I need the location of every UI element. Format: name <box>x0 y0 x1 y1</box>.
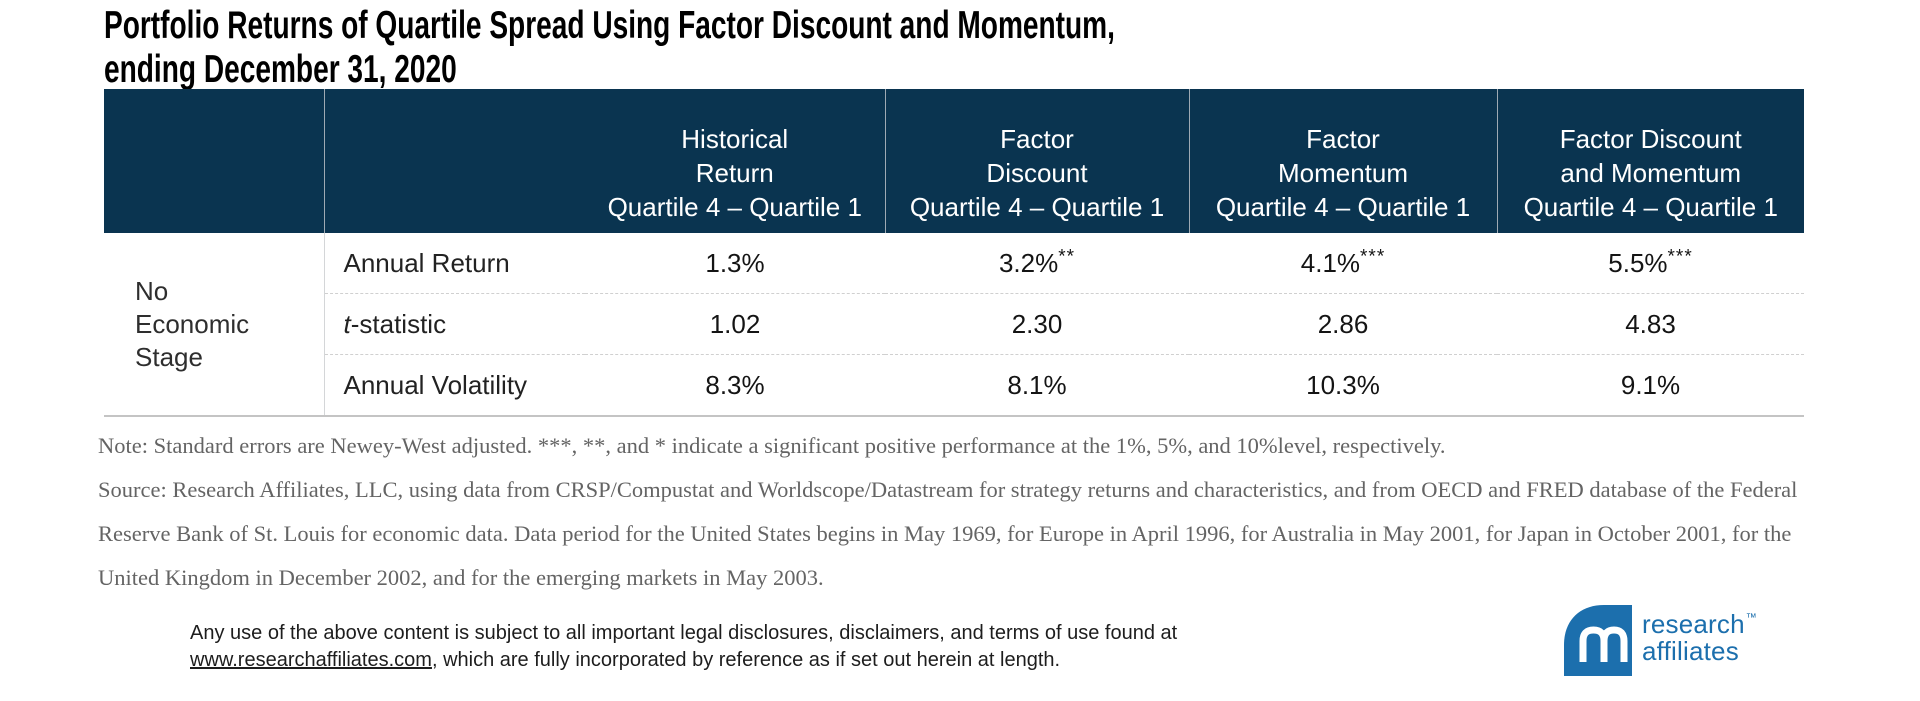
value-cell: 1.3% <box>585 233 885 294</box>
legal-disclaimer: Any use of the above content is subject … <box>190 620 1177 674</box>
exhibit-title-line2: ending December 31, 2020 <box>104 48 457 91</box>
value-text: 4.83 <box>1625 308 1676 339</box>
legal-text-after-link: , which are fully incorporated by refere… <box>431 649 1061 671</box>
row-group-label: No Economic Stage <box>104 233 324 417</box>
research-affiliates-logo: research™ affiliates <box>1563 604 1757 677</box>
value-text: 2.86 <box>1317 308 1369 339</box>
value-cell: 4.1%*** <box>1189 233 1497 294</box>
metric-label-italic-part: t <box>343 308 351 339</box>
legal-text-before-link: Any use of the above content is subject … <box>190 622 1178 644</box>
returns-table: Historical Return Quartile 4 – Quartile … <box>104 89 1804 417</box>
metric-label-annual-volatility: Annual Volatility <box>323 354 585 417</box>
value-cell: 4.83 <box>1497 293 1804 355</box>
significance-stars: ** <box>1058 245 1076 267</box>
column-subtitle: Quartile 4 – Quartile 1 <box>1215 192 1471 222</box>
header-cell-factor-discount-and-momentum: Factor Discount and Momentum Quartile 4 … <box>1496 89 1804 233</box>
value-text: 1.02 <box>709 308 761 339</box>
column-title: Momentum <box>1277 158 1409 188</box>
metric-label-text: -statistic <box>350 308 447 339</box>
metric-label-t-statistic: t-statistic <box>323 293 585 355</box>
value-text: 8.1% <box>1007 369 1067 400</box>
logo-word-affiliates: affiliates <box>1642 636 1739 666</box>
header-cell-factor-momentum: Factor Momentum Quartile 4 – Quartile 1 <box>1188 89 1497 233</box>
value-cell: 2.30 <box>885 293 1189 355</box>
metric-label-text: Annual Volatility <box>343 369 528 400</box>
column-title: and Momentum <box>1560 158 1742 188</box>
value-cell: 9.1% <box>1497 354 1804 417</box>
column-subtitle: Quartile 4 – Quartile 1 <box>909 192 1165 222</box>
value-text: 9.1% <box>1620 369 1681 400</box>
footnotes: Note: Standard errors are Newey-West adj… <box>98 424 1822 600</box>
header-cell-historical-return: Historical Return Quartile 4 – Quartile … <box>585 89 885 233</box>
column-title: Discount <box>986 158 1088 188</box>
column-title: Factor Discount <box>1559 124 1742 154</box>
table-row-annual-return: No Economic Stage Annual Return 1.3% 3.2… <box>104 233 1804 417</box>
header-cell-empty-group <box>104 89 324 233</box>
trademark-symbol: ™ <box>1745 612 1757 624</box>
value-text: 1.3% <box>705 247 765 278</box>
value-cell: 2.86 <box>1189 293 1497 355</box>
value-cell: 8.3% <box>585 354 885 417</box>
value-text: 4.1% <box>1300 247 1361 278</box>
research-affiliates-logo-icon <box>1564 605 1632 676</box>
value-text: 8.3% <box>705 369 765 400</box>
column-title: Historical <box>681 124 789 154</box>
column-title: Factor <box>1306 124 1380 154</box>
value-text: 2.30 <box>1011 308 1063 339</box>
column-title: Factor <box>1000 124 1074 154</box>
header-cell-empty-metric <box>323 89 585 233</box>
legal-line1: Any use of the above content is subject … <box>190 620 1177 647</box>
logo-word-research: research™ <box>1642 609 1757 639</box>
column-title: Return <box>695 158 774 188</box>
logo-word1-text: research <box>1642 609 1745 639</box>
logo-wordmark: research™ affiliates <box>1642 609 1757 666</box>
value-cell: 5.5%*** <box>1497 233 1804 294</box>
exhibit-title-line1: Portfolio Returns of Quartile Spread Usi… <box>104 4 1115 47</box>
value-cell: 10.3% <box>1189 354 1497 417</box>
metric-label-annual-return: Annual Return <box>323 233 585 294</box>
column-subtitle: Quartile 4 – Quartile 1 <box>1523 192 1778 222</box>
value-cell: 1.02 <box>585 293 885 355</box>
column-subtitle: Quartile 4 – Quartile 1 <box>607 192 862 222</box>
value-cell: 3.2%** <box>885 233 1189 294</box>
value-text: 5.5% <box>1608 247 1668 278</box>
exhibit-title: Portfolio Returns of Quartile Spread Usi… <box>104 4 1115 92</box>
table-row-t-statistic: t-statistic 1.02 2.30 2.86 4.83 <box>104 293 1804 355</box>
research-affiliates-link[interactable]: www.researchaffiliates.com <box>190 649 432 671</box>
table-header-row: Historical Return Quartile 4 – Quartile … <box>104 89 1804 233</box>
significance-stars: *** <box>1360 245 1386 267</box>
header-cell-factor-discount: Factor Discount Quartile 4 – Quartile 1 <box>884 89 1189 233</box>
table-row-annual-volatility: Annual Volatility 8.3% 8.1% 10.3% 9.1% <box>104 354 1804 417</box>
significance-stars: *** <box>1667 245 1693 267</box>
value-cell: 8.1% <box>885 354 1189 417</box>
value-text: 10.3% <box>1306 369 1380 400</box>
value-text: 3.2% <box>998 247 1059 278</box>
legal-line2: www.researchaffiliates.com, which are fu… <box>190 647 1177 674</box>
metric-label-text: Annual Return <box>343 247 510 278</box>
source-text: Source: Research Affiliates, LLC, using … <box>98 477 1798 590</box>
note-text: Note: Standard errors are Newey-West adj… <box>98 433 1446 458</box>
